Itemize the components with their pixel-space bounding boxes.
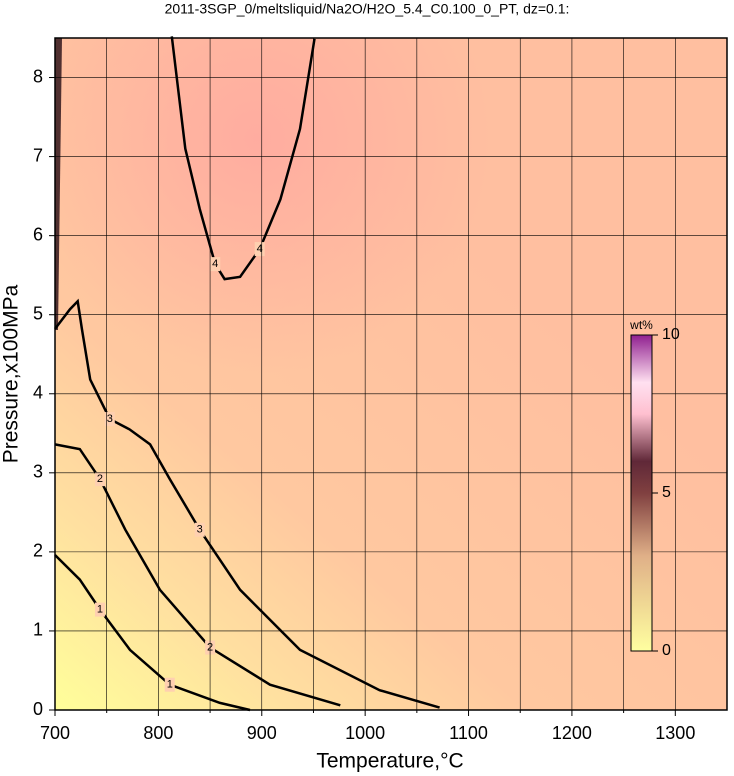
contour-label: 3 [197,524,203,536]
y-tick-label: 0 [33,699,43,719]
plot-frame [54,37,728,711]
chart-title: 2011-3SGP_0/meltsliquid/Na2O/H2O_5.4_C0.… [165,1,570,17]
y-tick-label: 2 [33,541,43,561]
x-tick-label: 1100 [449,723,488,743]
contour-line [170,36,316,281]
y-tick-label: 7 [33,145,43,165]
contour-label-bg [164,677,175,692]
contour-label-bg [254,242,265,257]
y-tick-label: 6 [33,224,43,244]
x-axis-label: Temperature,°C [316,750,463,773]
colorbar-tick-label: 10 [662,326,680,343]
contour-label-bg [194,522,205,537]
x-tick-label: 900 [247,723,277,743]
contour-label: 4 [257,243,263,255]
y-tick-label: 8 [33,66,43,86]
x-tick-label: 700 [40,723,70,743]
field-highlight [55,38,727,710]
colorbar-tick-label: 0 [662,642,671,659]
contour-label-bg [210,257,221,272]
contour-line [54,298,440,709]
x-tick-label: 1000 [345,723,385,743]
y-tick-label: 4 [33,383,43,403]
contour-label: 1 [167,679,173,691]
x-tick-label: 800 [143,723,173,743]
y-axis-label: Pressure,x100MPa [0,284,23,463]
colorbar-label: wt% [629,318,653,332]
contour-label: 2 [97,473,103,485]
contour-line [54,554,251,712]
contour-label-bg [104,412,115,427]
contour-label: 4 [212,258,218,270]
colorbar-tick-label: 5 [662,484,671,501]
contour-line [54,443,341,707]
y-tick-label: 3 [33,462,43,482]
y-tick-label: 1 [33,620,43,640]
contour-label: 1 [97,604,103,616]
x-tick-label: 1300 [655,723,695,743]
contour-label-bg [94,602,105,617]
x-tick-label: 1200 [552,723,592,743]
colorbar [630,334,653,652]
field-dark-edge [55,38,62,330]
contour-label-bg [94,472,105,487]
contour-label: 3 [107,413,113,425]
y-tick-label: 5 [33,303,43,323]
